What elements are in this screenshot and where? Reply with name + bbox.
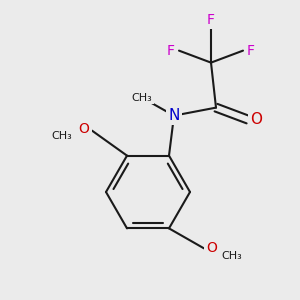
Text: O: O bbox=[207, 242, 218, 255]
Text: F: F bbox=[247, 44, 255, 58]
Text: CH₃: CH₃ bbox=[222, 251, 242, 261]
Text: F: F bbox=[207, 13, 215, 27]
Text: O: O bbox=[250, 112, 262, 127]
Text: F: F bbox=[167, 44, 175, 58]
Text: O: O bbox=[79, 122, 89, 136]
Text: N: N bbox=[168, 108, 180, 123]
Text: CH₃: CH₃ bbox=[52, 130, 72, 141]
Text: CH₃: CH₃ bbox=[132, 93, 152, 103]
